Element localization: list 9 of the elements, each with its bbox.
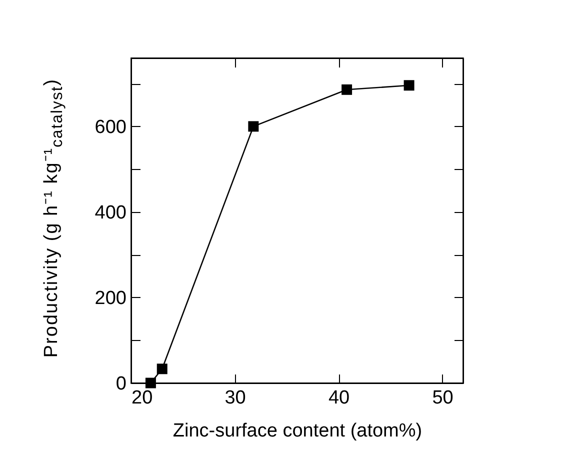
y-tick-label: 600: [94, 116, 126, 138]
y-tick-label: 200: [94, 288, 126, 309]
y-tick-label: 0: [116, 374, 126, 394]
x-tick-label: 50: [432, 388, 454, 408]
x-axis-title: Zinc-surface content (atom%): [172, 420, 422, 442]
x-tick-label: 40: [328, 388, 350, 408]
x-tick-label: 20: [132, 388, 153, 408]
y-tick-label: 400: [94, 202, 126, 224]
x-tick-label: 30: [224, 388, 246, 408]
